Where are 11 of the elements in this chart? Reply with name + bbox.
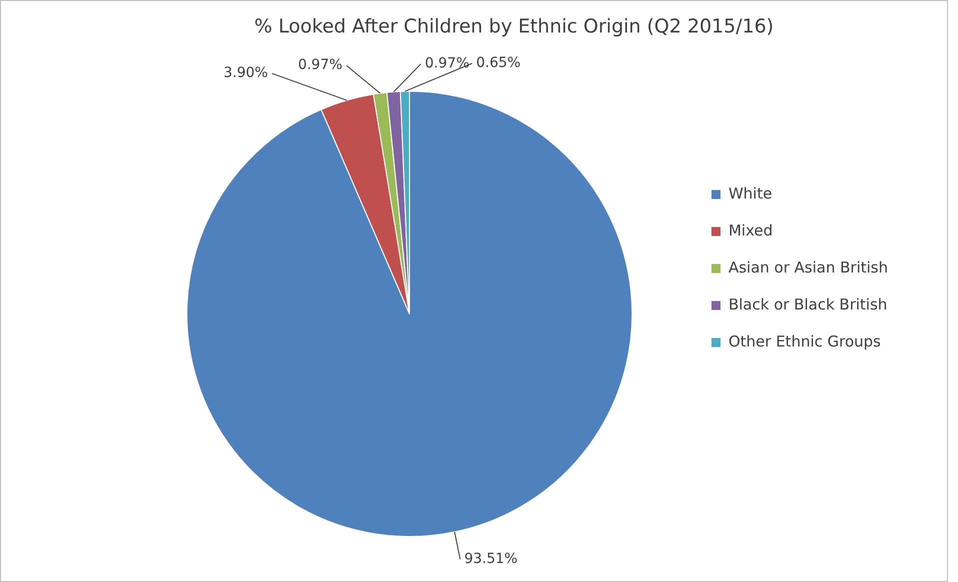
data-label: 0.65% bbox=[476, 54, 521, 71]
legend-label: Asian or Asian British bbox=[728, 258, 888, 276]
data-label: 3.90% bbox=[223, 65, 268, 82]
legend-label: Mixed bbox=[728, 221, 773, 240]
data-label: 0.97% bbox=[298, 57, 342, 74]
data-label: 0.97% bbox=[424, 56, 470, 72]
legend-label: White bbox=[728, 184, 772, 202]
legend-label: Black or Black British bbox=[728, 295, 888, 314]
legend-label: Other Ethnic Groups bbox=[728, 332, 882, 350]
chart-title: % Looked After Children by Ethnic Origin (Q2 2015/16) bbox=[254, 15, 774, 38]
data-label: 93.51% bbox=[464, 550, 518, 567]
